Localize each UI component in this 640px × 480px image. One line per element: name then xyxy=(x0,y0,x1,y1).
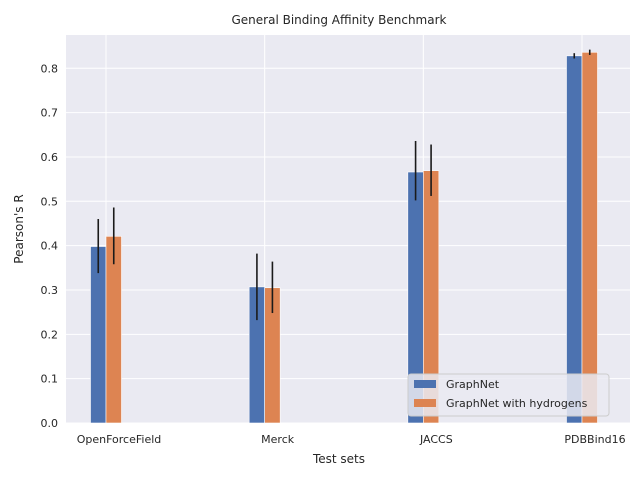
y-tick-label: 0.6 xyxy=(41,151,59,164)
x-tick-labels: OpenForceField Merck JACCS PDBBind16 xyxy=(77,433,626,446)
y-tick-label: 0.0 xyxy=(41,417,59,430)
x-tick-label: JACCS xyxy=(419,433,453,446)
error-bars xyxy=(97,49,591,321)
x-tick-label: PDBBind16 xyxy=(564,433,625,446)
legend-label-graphnet: GraphNet xyxy=(446,378,500,391)
bars xyxy=(90,51,598,424)
y-tick-label: 0.4 xyxy=(41,240,59,253)
y-tick-label: 0.1 xyxy=(41,373,59,386)
legend-swatch-graphnet-hydrogens xyxy=(414,399,436,407)
x-axis-label: Test sets xyxy=(312,452,365,466)
y-axis-label: Pearson's R xyxy=(12,194,26,263)
bar-graphnet-hydrogens xyxy=(581,51,598,424)
y-tick-label: 0.2 xyxy=(41,328,59,341)
legend-swatch-graphnet xyxy=(414,380,436,388)
y-tick-labels: 0.0 0.1 0.2 0.3 0.4 0.5 0.6 0.7 0.8 xyxy=(41,62,59,430)
legend-label-graphnet-hydrogens: GraphNet with hydrogens xyxy=(446,397,588,410)
y-tick-label: 0.8 xyxy=(41,62,59,75)
y-tick-label: 0.3 xyxy=(41,284,59,297)
x-tick-label: Merck xyxy=(261,433,295,446)
bar-graphnet-hydrogens xyxy=(105,236,122,424)
bar-graphnet xyxy=(566,55,583,424)
y-tick-label: 0.7 xyxy=(41,107,59,120)
x-tick-label: OpenForceField xyxy=(77,433,162,446)
legend-box xyxy=(407,373,610,417)
plot-background xyxy=(66,35,630,423)
y-tick-label: 0.5 xyxy=(41,195,59,208)
legend: GraphNet GraphNet with hydrogens xyxy=(407,373,610,417)
chart-title: General Binding Affinity Benchmark xyxy=(232,13,447,27)
